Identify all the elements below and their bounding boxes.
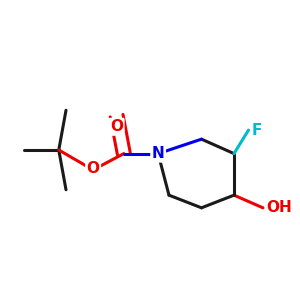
Text: F: F: [252, 123, 262, 138]
Text: N: N: [152, 146, 164, 161]
Text: OH: OH: [266, 200, 292, 215]
Text: O: O: [87, 161, 100, 176]
Text: O: O: [110, 119, 123, 134]
